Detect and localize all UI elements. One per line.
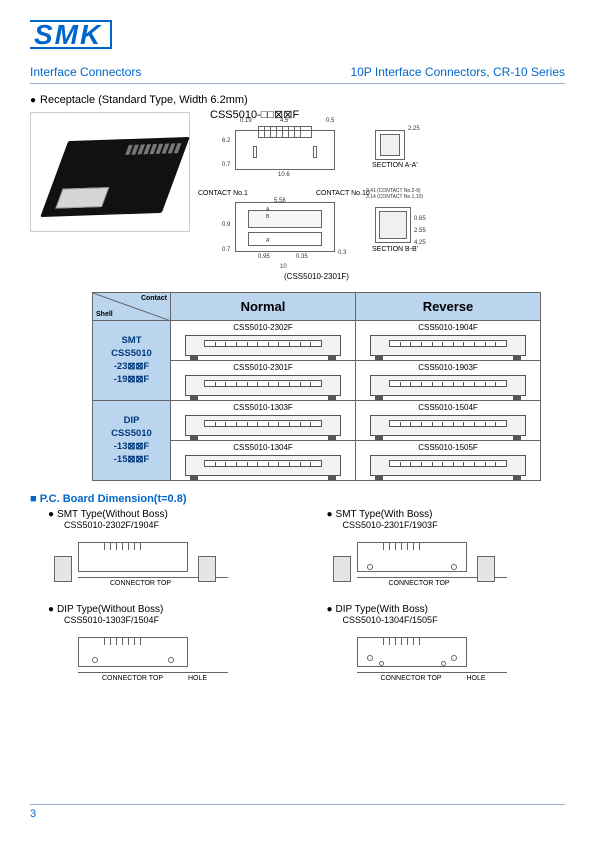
diag-bottom-label: Shell: [96, 311, 113, 318]
dim-inner-b: 0.35: [296, 254, 308, 260]
pcb-item-dip-noboss: ●DIP Type(Without Boss) CSS5010-1303F/15…: [48, 604, 287, 693]
header-right: 10P Interface Connectors, CR-10 Series: [350, 65, 565, 79]
rowhdr-smt: SMT CSS5010 -23⊠⊠F -19⊠⊠F: [93, 321, 171, 401]
dim-side-b: 0.7: [222, 162, 230, 168]
hole-label: HOLE: [467, 675, 486, 682]
variant-table: Contact Shell Normal Reverse SMT CSS5010…: [92, 292, 541, 481]
subtitle-text: Receptacle (Standard Type, Width 6.2mm): [40, 94, 248, 106]
hole-label: HOLE: [188, 675, 207, 682]
dim-sectb-b: 3.14 (CONTACT No.1,10): [366, 194, 423, 200]
header-row: Interface Connectors 10P Interface Conne…: [30, 57, 565, 84]
rowhdr-dip: DIP CSS5010 -13⊠⊠F -15⊠⊠F: [93, 401, 171, 481]
contact-1-label: CONTACT No.1: [198, 190, 248, 197]
cell-1505f: CSS5010-1505F: [356, 441, 541, 481]
dim-inner-a: 0.95: [258, 254, 270, 260]
dim-sectb-c: 0.65: [414, 216, 426, 222]
contact-10-label: CONTACT No.10: [316, 190, 370, 197]
pcb-section-title: P.C. Board Dimension(t=0.8): [30, 493, 565, 505]
section-subtitle: ● Receptacle (Standard Type, Width 6.2mm…: [30, 94, 565, 106]
dim-inner-c: 10: [280, 264, 287, 270]
conn-top-label: CONNECTOR TOP: [102, 675, 163, 682]
conn-top-label: CONNECTOR TOP: [389, 580, 450, 587]
pcb-item-dip-boss: ●DIP Type(With Boss) CSS5010-1304F/1505F…: [327, 604, 566, 693]
dim-top-left: 0.19: [240, 118, 252, 124]
dim-bottom: 10.6: [278, 172, 290, 178]
dim-top-right: 0.5: [326, 118, 334, 124]
conn-top-label: CONNECTOR TOP: [381, 675, 442, 682]
bullet-icon: ●: [327, 509, 333, 520]
bullet-icon: ●: [327, 604, 333, 615]
dim-bw: 5.58: [274, 198, 286, 204]
conn-top-label: CONNECTOR TOP: [110, 580, 171, 587]
cell-1904f: CSS5010-1904F: [356, 321, 541, 361]
brand-logo: SMK: [30, 20, 106, 49]
dim-sect-a: 2.25: [408, 126, 420, 132]
bullet-icon: ●: [30, 95, 36, 106]
cell-2301f: CSS5010-2301F: [171, 361, 356, 401]
cell-1903f: CSS5010-1903F: [356, 361, 541, 401]
col-reverse: Reverse: [356, 293, 541, 321]
col-normal: Normal: [171, 293, 356, 321]
pcb-photo: [30, 112, 190, 232]
cell-1304f: CSS5010-1304F: [171, 441, 356, 481]
dim-inner-f: 0.3: [338, 250, 346, 256]
dim-side-a: 6.2: [222, 138, 230, 144]
drawing-mid-label: (CSS5010-2301F): [284, 272, 349, 281]
dim-top-mid: 4.5: [280, 118, 288, 124]
pcb-item-smt-boss: ●SMT Type(With Boss) CSS5010-2301F/1903F…: [327, 509, 566, 598]
page-number: 3: [30, 804, 565, 820]
dim-inner-e: 0.9: [222, 222, 230, 228]
bullet-icon: ●: [48, 509, 54, 520]
bullet-icon: ●: [48, 604, 54, 615]
cell-2302f: CSS5010-2302F: [171, 321, 356, 361]
dim-sectb-d: 2.55: [414, 228, 426, 234]
technical-drawing: CSS5010-□□⊠⊠F 0.19 4.5 0.5 6.2 0.7 10.6 …: [200, 112, 565, 282]
dim-inner-d: 0.7: [222, 247, 230, 253]
table-corner: Contact Shell: [93, 293, 171, 321]
section-b-label: SECTION B-B': [372, 246, 418, 253]
top-figure-area: CSS5010-□□⊠⊠F 0.19 4.5 0.5 6.2 0.7 10.6 …: [30, 112, 565, 282]
cell-1504f: CSS5010-1504F: [356, 401, 541, 441]
diag-top-label: Contact: [141, 295, 167, 302]
cell-1303f: CSS5010-1303F: [171, 401, 356, 441]
header-left: Interface Connectors: [30, 65, 141, 79]
pcb-grid: ●SMT Type(Without Boss) CSS5010-2302F/19…: [30, 509, 565, 693]
pcb-item-smt-noboss: ●SMT Type(Without Boss) CSS5010-2302F/19…: [48, 509, 287, 598]
section-a-label: SECTION A-A': [372, 162, 418, 169]
